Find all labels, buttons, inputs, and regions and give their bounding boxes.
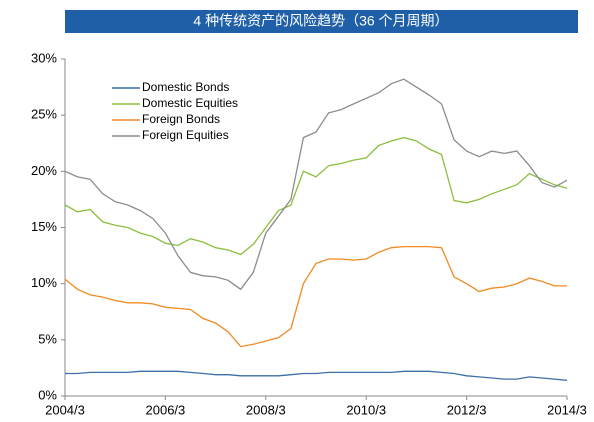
x-tick-label: 2008/3 (246, 402, 286, 417)
x-tick-label: 2012/3 (447, 402, 487, 417)
y-tick-label: 5% (38, 331, 57, 346)
legend-label: Domestic Bonds (142, 80, 229, 94)
chart-title: 4 种传统资产的风险趋势（36 个月周期） (193, 13, 448, 29)
title-bar (65, 10, 578, 33)
x-tick-label: 2010/3 (346, 402, 386, 417)
y-tick-label: 0% (38, 387, 57, 402)
y-tick-label: 20% (31, 163, 57, 178)
legend-label: Foreign Equities (142, 128, 229, 142)
series-line (64, 245, 567, 348)
y-tick-label: 10% (31, 275, 57, 290)
legend-label: Domestic Equities (142, 96, 238, 110)
series-line (64, 78, 568, 291)
series-line (64, 136, 568, 256)
x-tick-label: 2014/3 (547, 402, 587, 417)
series-line (65, 370, 568, 381)
x-tick-label: 2004/3 (45, 402, 85, 417)
x-tick-label: 2006/3 (146, 402, 186, 417)
legend-label: Foreign Bonds (142, 112, 220, 126)
y-tick-label: 15% (31, 219, 57, 234)
y-tick-label: 30% (31, 50, 57, 65)
y-tick-label: 25% (31, 107, 57, 122)
